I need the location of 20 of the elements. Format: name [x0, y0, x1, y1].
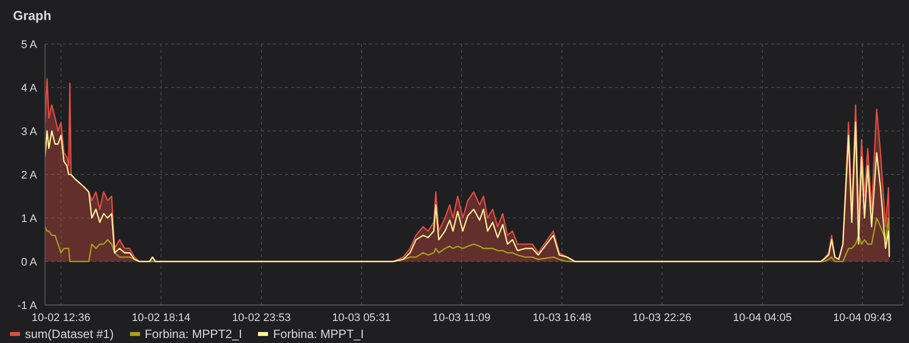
x-tick-label: 10-03 05:31	[332, 312, 391, 324]
y-tick-label: 0 A	[21, 256, 38, 268]
legend-label: sum(Dataset #1)	[25, 327, 114, 341]
y-tick-label: -1 A	[17, 300, 38, 312]
x-tick-label: 10-04 04:05	[733, 312, 792, 324]
x-tick-label: 10-02 23:53	[232, 312, 291, 324]
legend-label: Forbina: MPPT2_I	[144, 327, 242, 341]
x-tick-label: 10-02 12:36	[32, 312, 90, 324]
y-tick-label: 5 A	[21, 38, 38, 51]
y-tick-label: 2 A	[21, 169, 38, 182]
y-tick-label: 3 A	[21, 126, 38, 138]
x-tick-label: 10-03 16:48	[532, 312, 592, 324]
legend-label: Forbina: MPPT_I	[273, 327, 364, 341]
x-tick-label: 10-04 09:43	[833, 312, 892, 324]
y-tick-label: 4 A	[21, 82, 38, 94]
chart-title: Graph	[13, 8, 52, 23]
x-tick-label: 10-03 22:26	[632, 312, 692, 324]
y-tick-label: 1 A	[21, 212, 38, 225]
x-tick-label: 10-02 18:14	[132, 312, 190, 324]
x-tick-label: 10-03 11:09	[432, 312, 491, 324]
